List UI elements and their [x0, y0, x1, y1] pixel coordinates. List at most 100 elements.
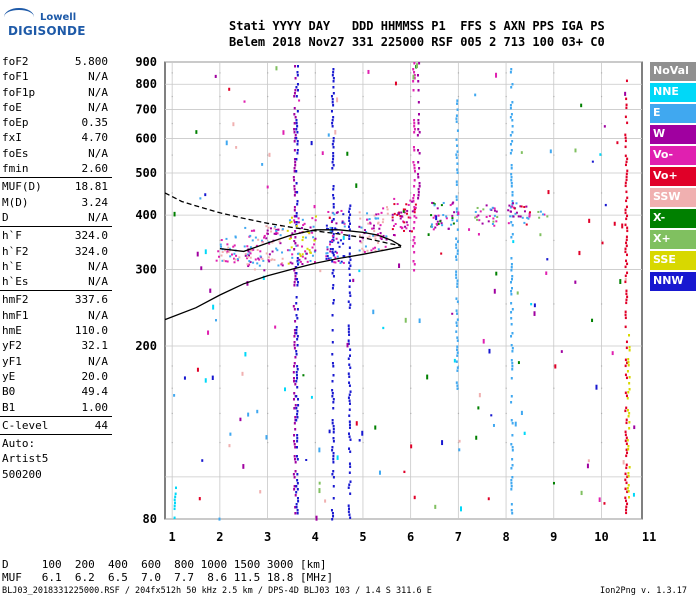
echo-point [598, 497, 601, 502]
echo-point [331, 234, 334, 237]
echo-point [326, 246, 329, 249]
param-value: 2.60 [81, 162, 109, 176]
echo-point [409, 216, 412, 219]
echo-streak-point [296, 125, 299, 128]
grid-dot [314, 154, 316, 156]
echo-point [270, 230, 273, 233]
echo-point [391, 219, 394, 222]
echo-streak-point [332, 146, 335, 149]
echo-streak-point [624, 391, 627, 395]
echo-point [327, 257, 330, 260]
echo-streak-point [347, 225, 350, 228]
echo-streak-point [348, 381, 351, 384]
echo-point [253, 268, 256, 271]
echo-streak-point [332, 86, 335, 89]
echo-point [452, 222, 455, 225]
grid-dot [600, 365, 603, 367]
echo-streak-point [331, 449, 334, 452]
echo-streak-point [510, 185, 513, 188]
echo-point [604, 203, 607, 207]
echo-streak-point [295, 314, 298, 317]
echo-point [281, 228, 284, 231]
grid-dot [553, 387, 555, 389]
echo-streak-point [295, 485, 298, 488]
echo-streak-point [511, 275, 514, 278]
echo-streak-point [456, 348, 459, 351]
echo-streak-point [294, 320, 297, 323]
grid-dot [600, 192, 603, 194]
echo-streak-point [455, 381, 458, 384]
echo-point [343, 225, 346, 228]
echo-streak-point [624, 154, 627, 158]
echo-streak-point [456, 249, 459, 252]
echo-point [352, 278, 355, 283]
echo-streak-point [511, 308, 514, 311]
echo-streak-point [627, 483, 630, 487]
echo-point [595, 384, 598, 390]
echo-point [227, 250, 230, 253]
echo-streak-point [294, 272, 297, 275]
echo-point [366, 218, 369, 221]
param-row: h`E N/A [0, 259, 112, 274]
autoscaling-line: Auto: [2, 437, 36, 451]
echo-streak-point [624, 133, 627, 137]
echo-streak-point [455, 114, 458, 117]
echo-point [247, 412, 250, 417]
echo-point [393, 197, 396, 200]
x-tick-label: 6 [407, 530, 414, 544]
echo-point [207, 330, 210, 335]
echo-streak-point [332, 80, 335, 83]
echo-point [412, 74, 415, 80]
echo-streak-point [292, 473, 295, 476]
echo-streak-point [293, 335, 296, 338]
echo-point [495, 210, 498, 213]
grid-dot [171, 239, 173, 242]
echo-streak-point [332, 431, 335, 434]
echo-streak-point [330, 509, 333, 512]
echo-point [258, 264, 261, 267]
echo-point [427, 233, 430, 236]
echo-streak-point [456, 108, 459, 111]
echo-point [384, 245, 387, 248]
echo-streak-point [296, 278, 299, 281]
echo-point [220, 245, 223, 248]
echo-point [299, 260, 302, 263]
echo-streak-point [624, 247, 627, 251]
echo-point [290, 216, 293, 219]
echo-streak-point [331, 119, 334, 122]
echo-streak-point [456, 150, 459, 153]
echo-point [278, 240, 281, 243]
echo-streak-point [296, 386, 299, 389]
echo-point [519, 205, 522, 208]
echo-streak-point [296, 413, 299, 416]
echo-streak-point [296, 152, 299, 155]
echo-streak-point [332, 401, 335, 404]
param-value: 44 [94, 418, 108, 432]
echo-point [374, 235, 377, 238]
echo-streak-point [625, 442, 628, 446]
echo-point [415, 216, 418, 219]
echo-point [410, 230, 413, 233]
echo-streak-point [294, 275, 297, 278]
echo-streak-point [294, 416, 297, 419]
legend-entry: NoVal [650, 62, 696, 81]
echo-point [274, 225, 277, 228]
echo-streak-point [455, 330, 458, 333]
echo-point [379, 232, 382, 235]
echo-streak-point [417, 194, 420, 197]
echo-point [603, 125, 606, 128]
echo-streak-point [412, 245, 415, 248]
echo-streak-point [293, 281, 296, 284]
y-tick-label: 80 [143, 512, 157, 526]
echo-streak-point [331, 380, 334, 383]
grid-dot [219, 365, 221, 367]
echo-point [302, 224, 305, 227]
echo-streak-point [625, 394, 628, 398]
echo-streak-point [332, 77, 335, 80]
echo-streak-point [625, 289, 628, 293]
echo-point [293, 219, 296, 222]
echo-streak-point [294, 242, 297, 245]
echo-streak-point [418, 152, 421, 155]
echo-streak-point [348, 420, 351, 423]
echo-point [431, 225, 434, 228]
